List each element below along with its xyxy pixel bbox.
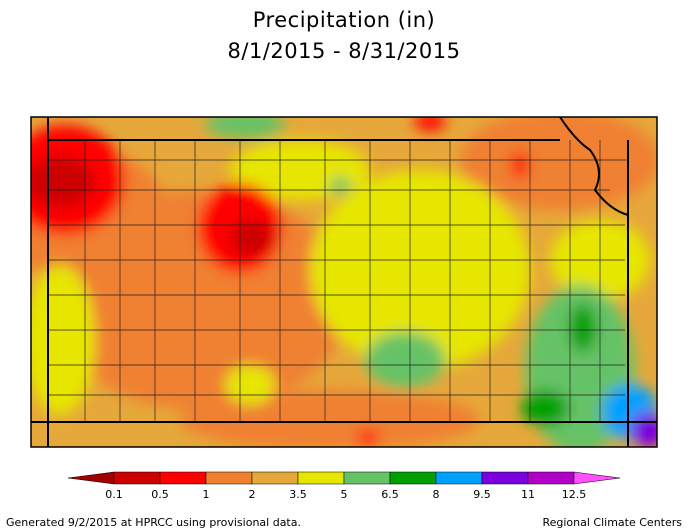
- map-frame: [30, 116, 658, 448]
- footer-left: Generated 9/2/2015 at HPRCC using provis…: [6, 516, 301, 529]
- legend-arrow: [67, 471, 115, 485]
- legend-tick-label: 1: [203, 488, 210, 501]
- legend-tick-label: 12.5: [562, 488, 587, 501]
- legend-tick-label: 0.5: [151, 488, 169, 501]
- legend-swatch: [113, 471, 161, 485]
- legend-tick-label: 0.1: [105, 488, 123, 501]
- legend-swatch: [389, 471, 437, 485]
- subtitle: 8/1/2015 - 8/31/2015: [228, 39, 461, 63]
- legend-tick-label: 5: [341, 488, 348, 501]
- footer-right: Regional Climate Centers: [542, 516, 682, 529]
- legend-tick-label: 9.5: [473, 488, 491, 501]
- legend-swatch: [481, 471, 529, 485]
- precip-field: [31, 117, 657, 447]
- legend-swatch: [527, 471, 575, 485]
- legend-tick-label: 8: [433, 488, 440, 501]
- legend-tick-label: 11: [521, 488, 535, 501]
- legend-swatch: [251, 471, 299, 485]
- legend-tick-label: 2: [249, 488, 256, 501]
- legend-swatch: [435, 471, 483, 485]
- legend-arrow: [573, 471, 621, 485]
- legend-tick-label: 6.5: [381, 488, 399, 501]
- legend-swatch: [205, 471, 253, 485]
- legend-swatch: [343, 471, 391, 485]
- legend-swatch: [297, 471, 345, 485]
- legend: 0.1 0.5 1 2 3.5 5 6.5 8 9.5 11 12.5: [67, 471, 621, 501]
- legend-swatch: [159, 471, 207, 485]
- legend-tick-label: 3.5: [289, 488, 307, 501]
- title: Precipitation (in): [253, 8, 435, 32]
